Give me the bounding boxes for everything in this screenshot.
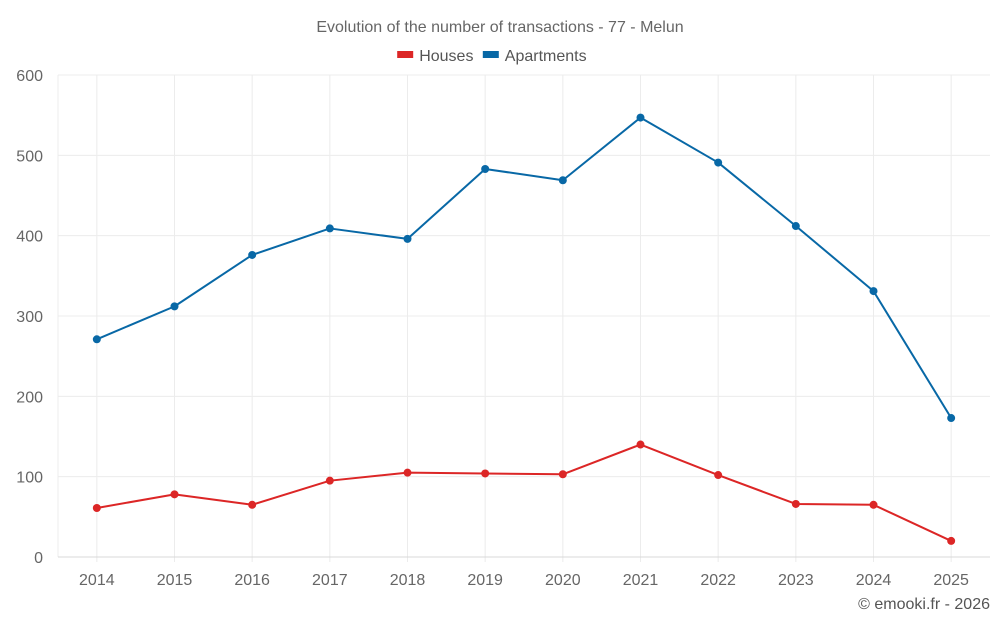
data-point[interactable] <box>714 471 723 480</box>
x-tick-label: 2021 <box>623 572 659 589</box>
data-point[interactable] <box>403 468 412 477</box>
x-tick-label: 2014 <box>79 572 115 589</box>
data-point[interactable] <box>325 224 334 233</box>
legend-label: Apartments <box>505 48 587 65</box>
data-point[interactable] <box>481 469 490 478</box>
series-group <box>92 113 956 545</box>
y-tick-label: 500 <box>16 148 43 165</box>
x-tick-label: 2015 <box>157 572 193 589</box>
data-point[interactable] <box>558 470 567 479</box>
data-point[interactable] <box>170 490 179 499</box>
data-point[interactable] <box>869 500 878 509</box>
data-point[interactable] <box>791 222 800 231</box>
y-tick-label: 300 <box>16 309 43 326</box>
x-tick-label: 2016 <box>234 572 270 589</box>
series-line <box>96 116 953 419</box>
data-point[interactable] <box>947 414 956 423</box>
legend-item-apartments[interactable]: Apartments <box>482 48 587 65</box>
series-apartments <box>92 113 956 423</box>
x-tick-label: 2018 <box>390 572 426 589</box>
legend-swatch <box>397 51 414 58</box>
series-houses <box>92 440 956 545</box>
x-tick-label: 2020 <box>545 572 581 589</box>
series-line <box>96 443 952 542</box>
chart-title: Evolution of the number of transactions … <box>316 19 683 36</box>
gridlines <box>57 74 990 562</box>
x-tick-label: 2019 <box>467 572 503 589</box>
data-point[interactable] <box>869 287 878 296</box>
data-point[interactable] <box>403 234 412 243</box>
x-tick-label: 2017 <box>312 572 348 589</box>
y-tick-label: 100 <box>16 470 43 487</box>
x-axis: 2014 2015 2016 2017 2018 2019 2020 2021 2022 2023… <box>58 556 990 589</box>
data-point[interactable] <box>325 476 334 485</box>
data-point[interactable] <box>92 335 101 344</box>
y-tick-label: 200 <box>16 389 43 406</box>
y-tick-label: 0 <box>34 550 43 567</box>
data-point[interactable] <box>248 250 257 259</box>
y-tick-label: 400 <box>16 229 43 246</box>
data-point[interactable] <box>636 440 645 449</box>
x-tick-label: 2022 <box>700 572 736 589</box>
data-point[interactable] <box>248 500 257 509</box>
y-tick-label: 600 <box>16 68 43 85</box>
data-point[interactable] <box>170 302 179 311</box>
data-point[interactable] <box>636 113 645 122</box>
legend-label: Houses <box>419 48 473 65</box>
credit-text: © emooki.fr - 2026 <box>858 596 990 613</box>
data-point[interactable] <box>791 499 800 508</box>
data-point[interactable] <box>92 503 101 512</box>
data-point[interactable] <box>481 164 490 173</box>
x-tick-label: 2023 <box>778 572 814 589</box>
y-axis: 0 100 200 300 400 500 600 <box>16 68 43 567</box>
x-tick-label: 2025 <box>933 572 969 589</box>
legend: Houses Apartments <box>397 48 587 65</box>
data-point[interactable] <box>947 536 956 545</box>
legend-swatch <box>482 51 499 58</box>
x-tick-label: 2024 <box>856 572 892 589</box>
data-point[interactable] <box>714 158 723 167</box>
legend-item-houses[interactable]: Houses <box>397 48 473 65</box>
data-point[interactable] <box>558 176 567 185</box>
